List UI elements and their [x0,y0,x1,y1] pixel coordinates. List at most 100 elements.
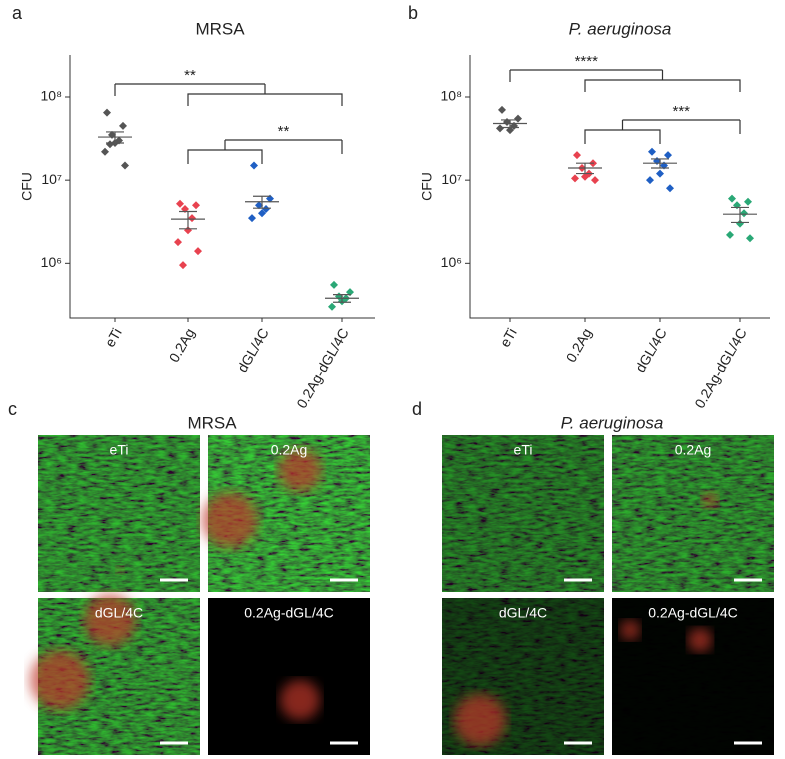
red-signal [30,650,90,710]
image-label: 0.2Ag-dGL/4C [648,605,738,621]
data-point [746,234,754,243]
panel-label: a [12,3,23,23]
error-bar [501,119,519,129]
x-tick-label: eTi [101,325,124,349]
x-tick-label: 0.2Ag-dGL/4C [691,325,750,411]
data-point [250,161,258,170]
data-point [258,209,266,218]
image-label: 0.2Ag [675,442,712,458]
panel-label: b [408,3,418,23]
image-label: dGL/4C [499,605,547,621]
micrograph-texture [442,435,604,592]
red-signal [688,628,712,652]
data-point [591,176,599,185]
data-point [248,214,256,223]
axis-line [69,55,375,319]
significance-bracket [509,69,741,92]
axis-line [469,55,770,319]
panel-title: P. aeruginosa [561,413,664,432]
data-point [255,201,263,210]
micrograph-background [208,598,370,755]
data-point [121,161,129,170]
panel-label: c [8,399,17,419]
red-signal [202,492,258,548]
image-label: eTi [110,442,129,458]
data-point [179,261,187,270]
micrograph-texture [38,435,200,592]
red-signal [116,566,124,574]
y-tick-label: 10⁸ [41,88,63,104]
error-bar [651,158,669,169]
data-point [506,126,514,135]
image-label: eTi [514,442,533,458]
data-point [188,214,196,223]
data-point [666,184,674,193]
data-point [648,147,656,156]
data-point [664,151,672,160]
y-tick-label: 10⁷ [41,171,62,187]
significance-bracket [187,139,343,164]
chart-title: MRSA [195,19,245,38]
micrograph-texture [612,435,774,592]
data-point [103,108,111,117]
x-tick-label: dGL/4C [632,325,670,375]
data-point [192,201,200,210]
error-bar [576,162,594,175]
x-tick-label: dGL/4C [234,325,272,375]
significance-bracket [114,83,343,106]
red-signal [702,492,718,508]
significance-label: *** [672,103,690,120]
error-bar [253,195,271,209]
y-tick-label: 10⁷ [441,171,462,187]
data-point [573,151,581,160]
micrograph-texture [612,598,774,755]
x-tick-label: eTi [496,325,519,349]
x-tick-label: 0.2Ag-dGL/4C [293,325,352,411]
significance-label: ** [278,123,290,140]
data-point [571,174,579,183]
data-point [496,124,504,133]
error-bar [106,131,124,144]
data-point [176,199,184,208]
red-signal [84,594,136,646]
image-label: dGL/4C [95,605,143,621]
data-point [581,172,589,181]
data-point [262,204,270,213]
data-point [514,114,522,123]
y-tick-label: 10⁶ [441,254,462,270]
data-point [744,197,752,206]
data-point [736,219,744,228]
red-signal [620,620,640,640]
panel-title: MRSA [187,413,237,432]
panel-label: d [412,399,422,419]
data-point [101,147,109,156]
significance-label: ** [184,67,196,84]
y-axis-label: CFU [419,172,435,201]
x-tick-label: 0.2Ag [166,325,198,365]
data-point [726,230,734,239]
significance-bracket [584,119,741,144]
data-point [728,194,736,203]
y-axis-label: CFU [19,172,35,201]
image-label: 0.2Ag-dGL/4C [244,605,334,621]
red-signal [278,448,322,492]
error-bar [179,210,197,230]
data-point [174,238,182,247]
data-point [498,105,506,114]
error-bar [731,206,749,224]
x-tick-label: 0.2Ag [563,325,595,365]
data-point [106,140,114,149]
micrograph-background [612,598,774,755]
data-point [119,121,127,130]
data-point [656,169,664,178]
data-point [330,280,338,289]
y-tick-label: 10⁶ [41,254,62,270]
data-point [194,247,202,256]
chart-title: P. aeruginosa [569,19,672,38]
data-point [646,176,654,185]
significance-label: **** [575,53,599,70]
error-bar [333,294,351,303]
data-point [328,302,336,311]
data-point [740,209,748,218]
